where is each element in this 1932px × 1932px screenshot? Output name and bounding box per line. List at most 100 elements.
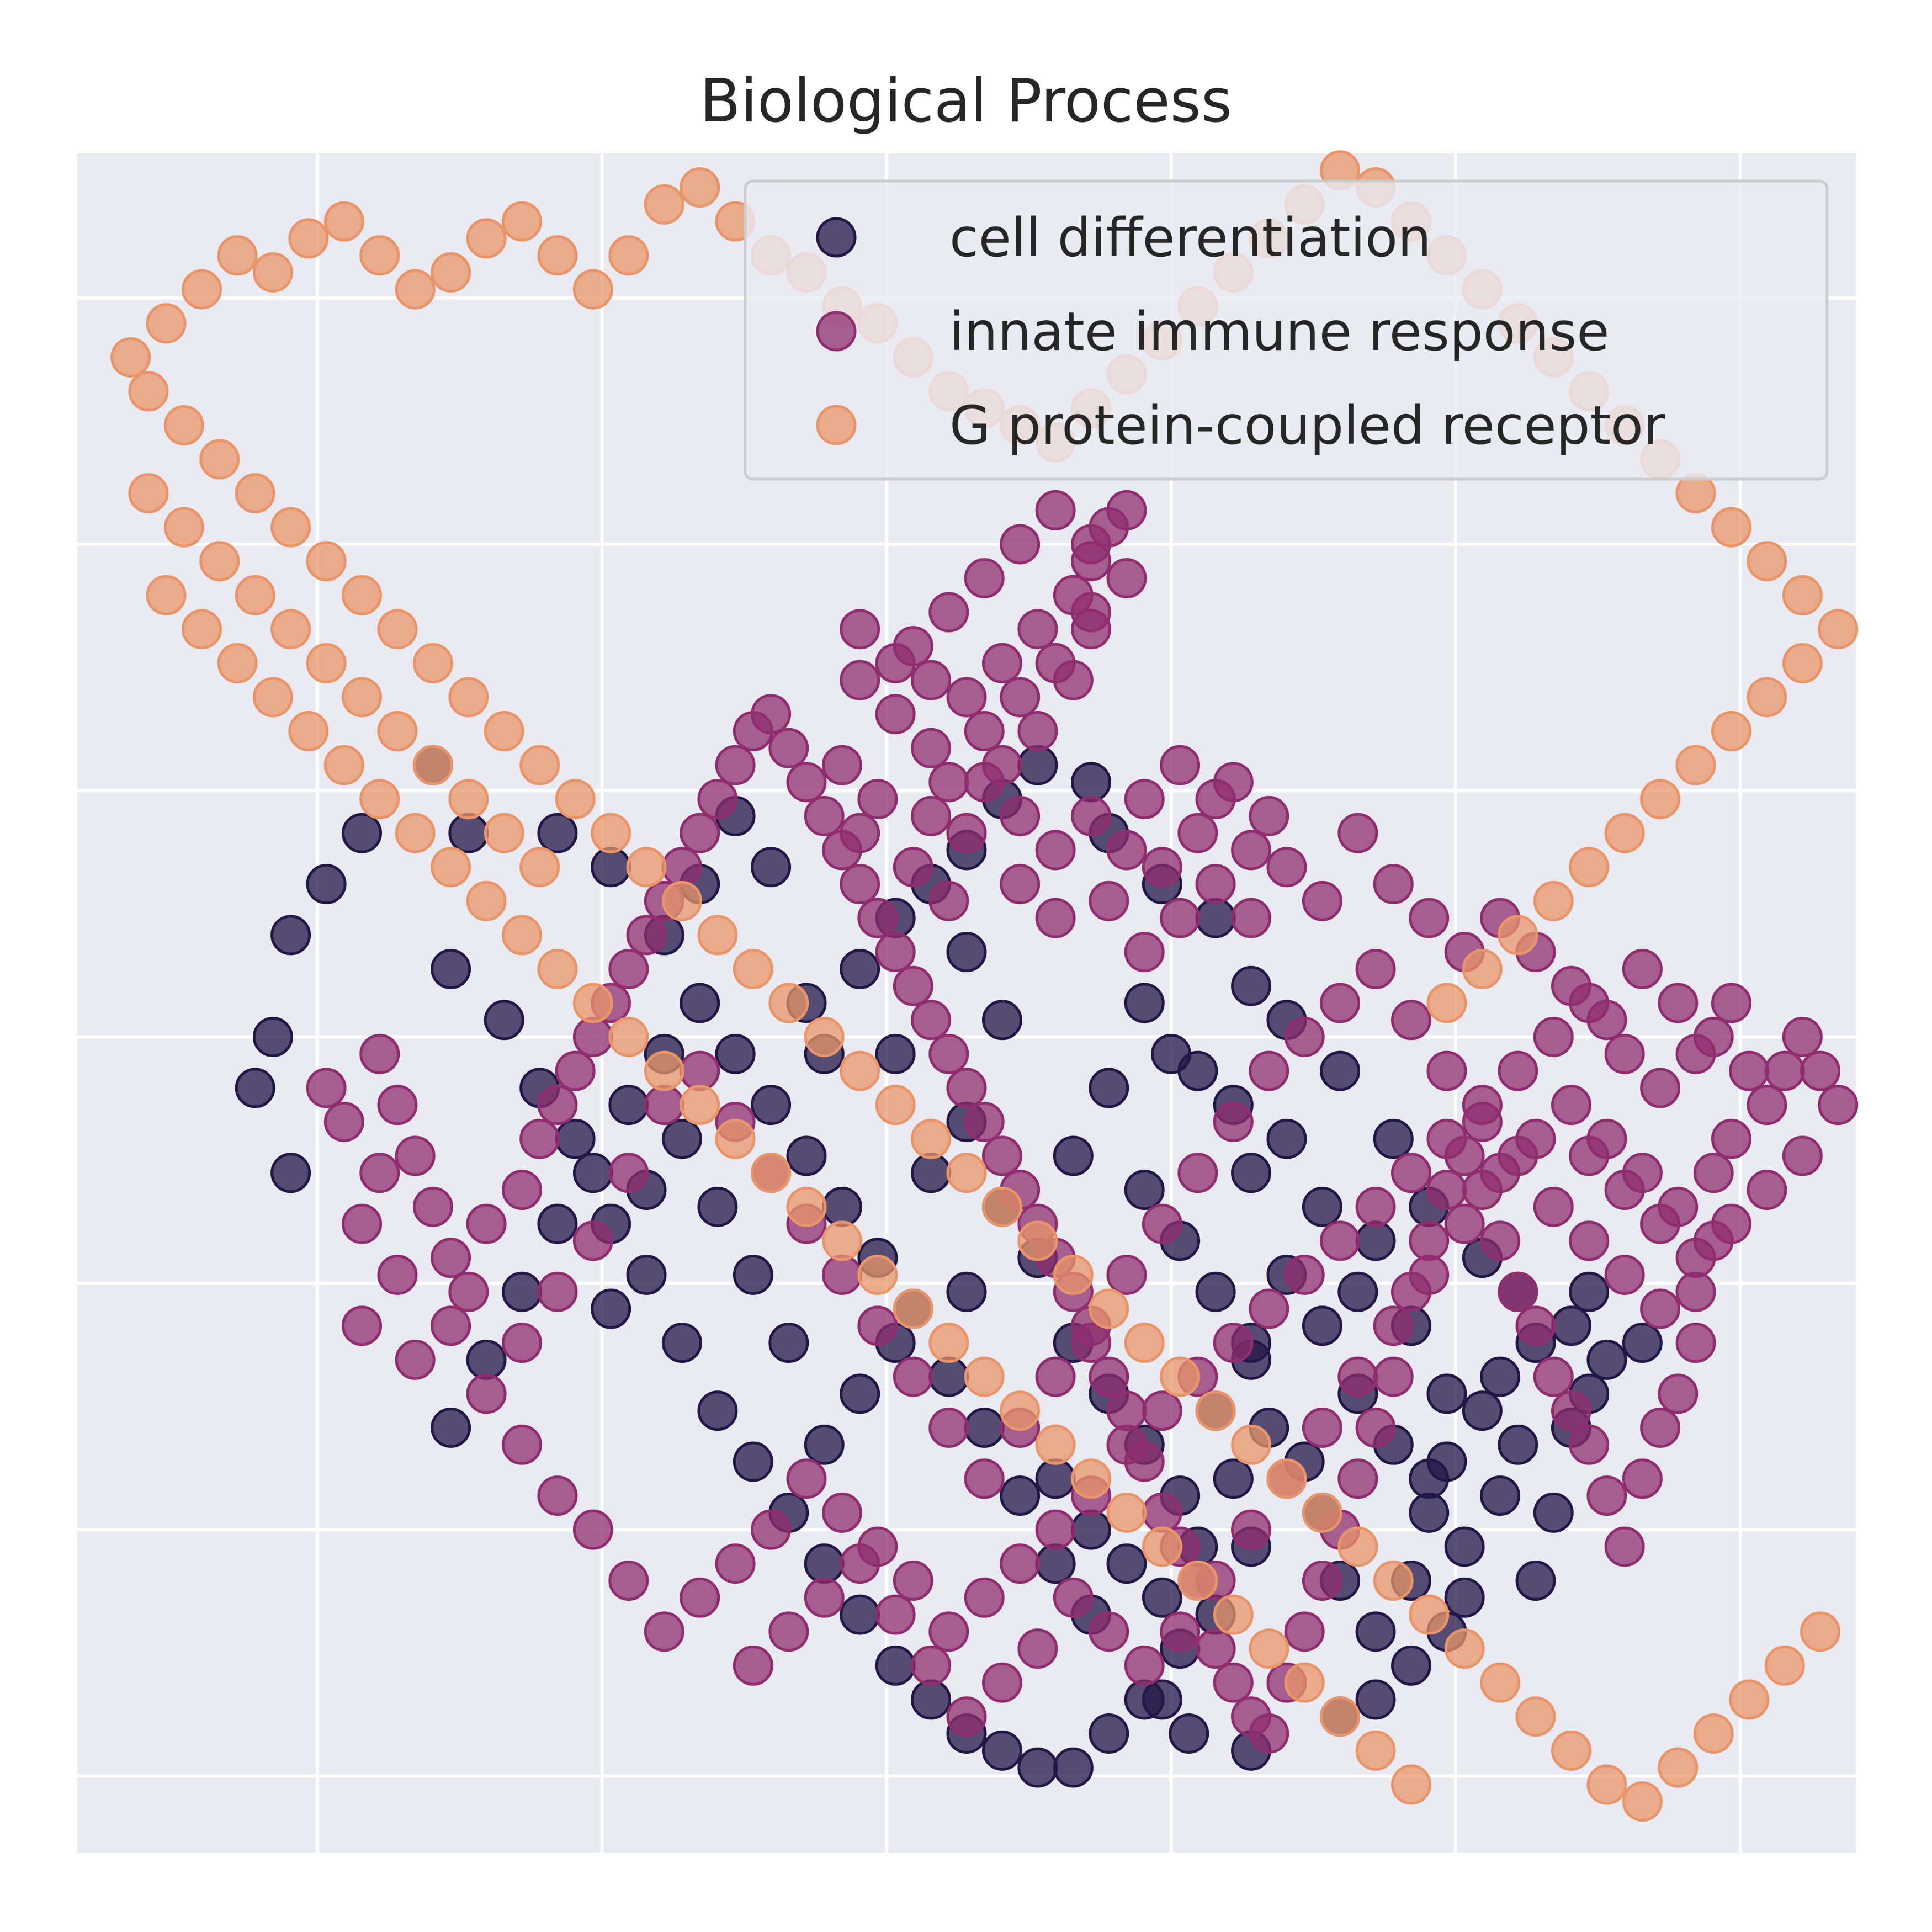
- data-point: [1089, 1611, 1129, 1652]
- data-point: [235, 575, 275, 615]
- data-point: [1480, 1662, 1521, 1703]
- data-point: [946, 932, 987, 973]
- data-point: [1622, 948, 1663, 989]
- data-point: [608, 1085, 649, 1126]
- data-point: [751, 1509, 792, 1550]
- data-point: [1231, 965, 1272, 1006]
- data-point: [1017, 745, 1058, 785]
- data-point: [1604, 1033, 1645, 1074]
- data-point: [431, 1408, 471, 1448]
- data-point: [1213, 1458, 1254, 1499]
- data-point: [1089, 1068, 1129, 1108]
- data-point: [484, 1000, 524, 1041]
- data-point: [875, 1033, 916, 1074]
- data-point: [1053, 1135, 1094, 1176]
- data-point: [1640, 779, 1681, 820]
- data-point: [1124, 779, 1165, 820]
- data-point: [1142, 1526, 1182, 1567]
- data-point: [199, 439, 240, 480]
- data-point: [1284, 1017, 1325, 1058]
- data-point: [1782, 1135, 1823, 1176]
- data-point: [928, 1408, 969, 1448]
- data-point: [1089, 1713, 1129, 1754]
- data-point: [1017, 609, 1058, 650]
- data-point: [1000, 1475, 1041, 1516]
- data-point: [1533, 1492, 1574, 1533]
- data-point: [1000, 795, 1041, 836]
- data-point: [733, 1645, 773, 1686]
- data-point: [804, 1017, 845, 1058]
- legend-label-0: cell differentiation: [949, 207, 1431, 269]
- data-point: [1266, 1458, 1307, 1499]
- data-point: [537, 948, 578, 989]
- data-point: [911, 728, 952, 768]
- data-point: [1462, 948, 1503, 989]
- data-point: [466, 218, 507, 259]
- legend: cell differentiation innate immune respon…: [744, 179, 1829, 481]
- data-point: [1320, 1050, 1361, 1091]
- data-point: [893, 847, 933, 888]
- data-point: [359, 1153, 400, 1193]
- data-point: [1160, 745, 1201, 785]
- data-point: [1106, 1390, 1147, 1431]
- data-point: [1409, 898, 1450, 938]
- data-point: [1498, 915, 1538, 956]
- data-point: [484, 813, 524, 853]
- data-point: [1169, 1713, 1209, 1754]
- data-point: [1782, 1017, 1823, 1058]
- data-point: [875, 932, 916, 973]
- data-point: [928, 762, 969, 803]
- data-point: [1106, 490, 1147, 530]
- data-point: [128, 473, 169, 514]
- data-point: [946, 1068, 987, 1108]
- data-point: [1000, 1390, 1041, 1431]
- data-point: [1142, 1492, 1182, 1533]
- data-point: [964, 1356, 1005, 1397]
- data-point: [1142, 1203, 1182, 1244]
- data-point: [981, 1135, 1022, 1176]
- data-point: [1035, 1424, 1076, 1465]
- data-point: [323, 1101, 364, 1142]
- data-point: [146, 303, 187, 344]
- data-point: [163, 405, 204, 445]
- data-point: [1658, 1373, 1699, 1414]
- data-point: [644, 1085, 684, 1126]
- data-point: [395, 269, 436, 310]
- data-point: [1337, 1458, 1378, 1499]
- data-point: [1195, 779, 1236, 820]
- data-point: [1373, 1356, 1414, 1397]
- data-point: [1231, 1509, 1272, 1550]
- data-point: [359, 779, 400, 820]
- data-point: [537, 1203, 578, 1244]
- data-point: [1675, 745, 1716, 785]
- data-point: [1373, 1305, 1414, 1346]
- data-point: [377, 609, 418, 650]
- data-point: [1391, 1764, 1431, 1805]
- data-point: [964, 1458, 1005, 1499]
- data-point: [1089, 1356, 1129, 1397]
- data-point: [1444, 1628, 1485, 1669]
- data-point: [502, 1170, 542, 1211]
- data-point: [235, 473, 275, 514]
- data-point: [857, 779, 898, 820]
- data-point: [1231, 1424, 1272, 1465]
- data-point: [928, 1611, 969, 1652]
- data-point: [1249, 1288, 1289, 1329]
- data-point: [1498, 1424, 1538, 1465]
- data-point: [1017, 711, 1058, 752]
- data-point: [911, 660, 952, 700]
- data-point: [1658, 983, 1699, 1023]
- data-point: [1675, 1271, 1716, 1312]
- data-point: [537, 1085, 578, 1126]
- data-point: [1106, 830, 1147, 871]
- data-point: [911, 1000, 952, 1041]
- data-point: [981, 643, 1022, 683]
- data-point: [680, 1085, 720, 1126]
- data-point: [911, 1645, 952, 1686]
- data-point: [1320, 983, 1361, 1023]
- data-point: [840, 1050, 880, 1091]
- data-point: [270, 609, 311, 650]
- data-point: [928, 880, 969, 921]
- data-point: [1213, 1323, 1254, 1363]
- data-point: [1071, 1458, 1112, 1499]
